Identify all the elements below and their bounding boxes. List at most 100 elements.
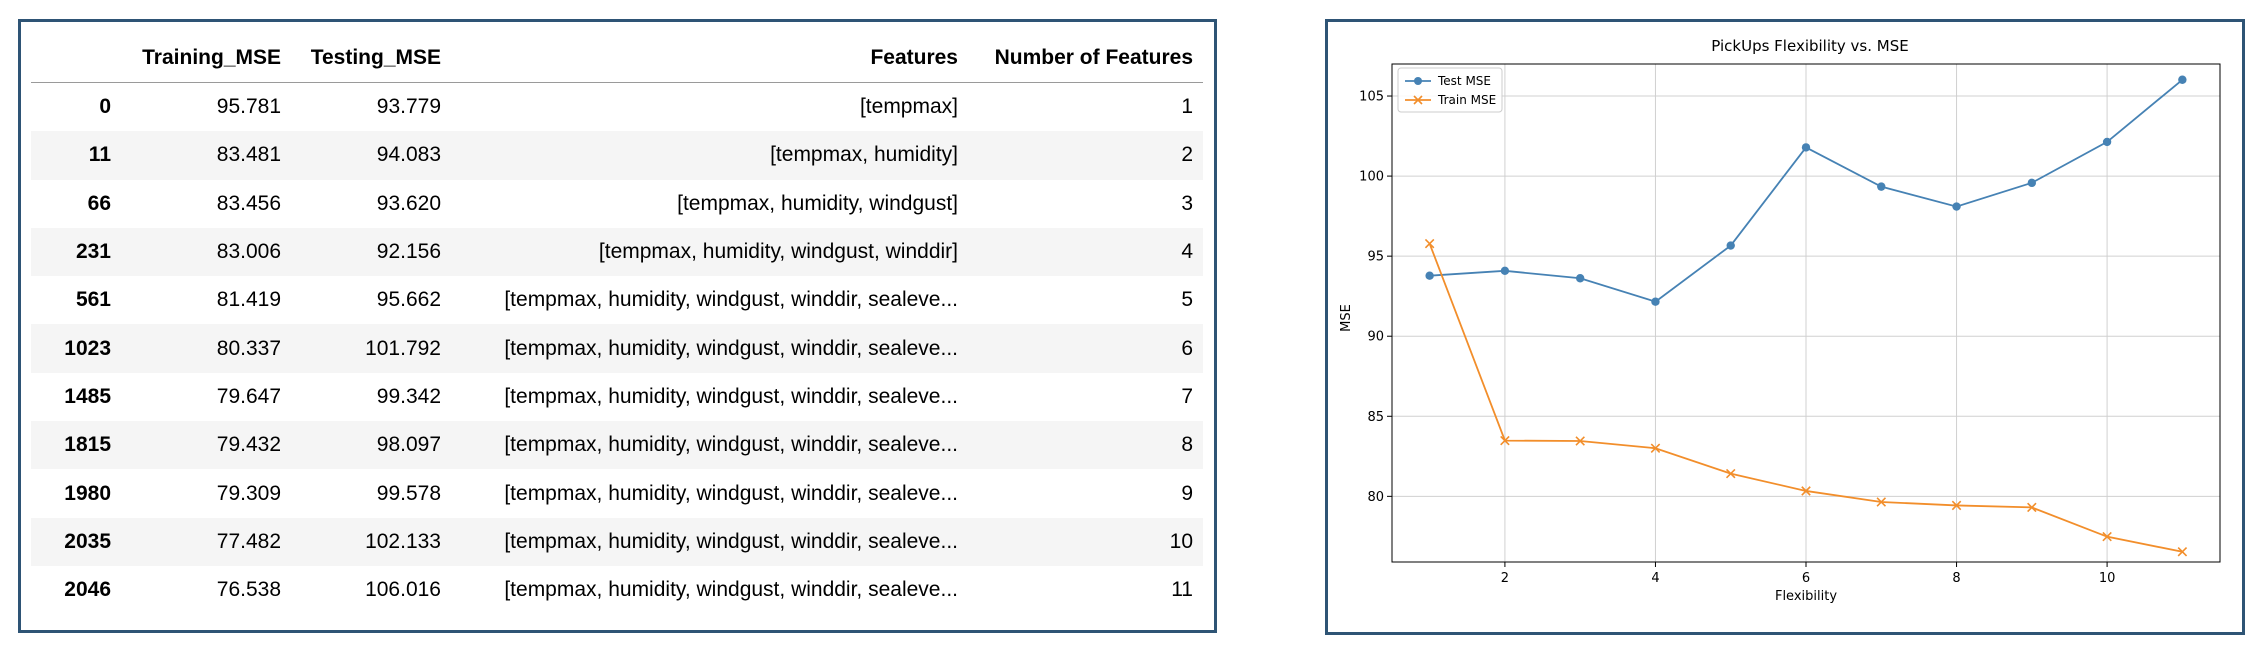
train-mse-point (1650, 443, 1661, 453)
row-index: 1815 (64, 433, 111, 457)
y-tick-label: 100 (1359, 170, 1384, 185)
training-mse-cell: 76.538 (216, 578, 281, 602)
test-mse-point (1952, 202, 1961, 211)
x-axis-label: Flexibility (1775, 589, 1837, 604)
number-of-features-cell: 2 (1181, 143, 1193, 167)
train-mse-point (1424, 238, 1435, 249)
axis-ticks: 2 4 6 8 10 80 85 90 95 100 105 (1359, 90, 2115, 586)
chart-title: PickUps Flexibility vs. MSE (1711, 37, 1908, 55)
x-tick-label: 4 (1651, 571, 1659, 586)
table-body: 0 95.781 93.779 [tempmax] 1 11 83.481 94.083 [te… (31, 83, 1203, 615)
x-tick-label: 2 (1501, 571, 1509, 586)
number-of-features-cell: 10 (1169, 529, 1193, 553)
test-mse-point (2178, 75, 2187, 84)
row-index: 1980 (64, 481, 111, 505)
test-mse-legend-label: Test MSE (1437, 74, 1491, 88)
features-cell: [tempmax, humidity, windgust, winddir, s… (504, 288, 958, 312)
results-table: Training_MSE Testing_MSE Features Number… (31, 34, 1203, 614)
y-tick-label: 105 (1359, 90, 1384, 105)
testing-mse-cell: 98.097 (376, 433, 441, 457)
training-mse-cell: 83.006 (216, 240, 281, 264)
features-cell: [tempmax, humidity, windgust, winddir, s… (504, 529, 958, 553)
number-of-features-cell: 5 (1181, 288, 1193, 312)
mse-line-chart: PickUps Flexibility vs. MSE 2 4 6 8 10 80 85 90… (1339, 37, 2221, 604)
testing-mse-cell: 93.779 (376, 95, 441, 119)
train-mse-point (1876, 497, 1887, 507)
features-cell: [tempmax, humidity, windgust] (677, 191, 958, 215)
number-of-features-cell: 3 (1181, 191, 1193, 215)
features-cell: [tempmax, humidity, windgust, winddir, s… (504, 481, 958, 505)
results-table-panel: Training_MSE Testing_MSE Features Number… (18, 19, 1217, 633)
testing-mse-cell: 95.662 (376, 288, 441, 312)
test-mse-point (2027, 178, 2037, 188)
index-column-header (31, 34, 121, 83)
train-mse-legend-label: Train MSE (1437, 93, 1496, 107)
train-mse-series (1424, 238, 2188, 557)
testing-mse-cell: 93.620 (376, 191, 441, 215)
training-mse-cell: 95.781 (216, 95, 281, 119)
train-mse-point (1951, 500, 1962, 511)
training-mse-cell: 79.309 (216, 481, 281, 505)
train-mse-point (1575, 436, 1585, 446)
train-mse-point (2177, 547, 2188, 557)
row-index: 561 (75, 288, 111, 312)
table-row: 2035 77.482 102.133 [tempmax, humidity, win… (31, 517, 1203, 566)
row-index: 231 (75, 240, 111, 264)
test-mse-point (1726, 241, 1735, 250)
features-cell: [tempmax, humidity, windgust, winddir, s… (504, 433, 958, 457)
row-index: 66 (87, 191, 111, 215)
y-tick-label: 85 (1367, 410, 1384, 425)
train-mse-legend-marker (1413, 95, 1423, 105)
train-mse-point (2027, 502, 2037, 513)
test-mse-point (1651, 297, 1660, 306)
y-tick-label: 80 (1367, 490, 1384, 505)
legend-box (1397, 67, 1503, 113)
row-index: 1023 (64, 336, 111, 360)
training-mse-cell: 83.456 (216, 191, 281, 215)
table-row: 66 83.456 93.620 [tempmax, humidity, windgu… (31, 180, 1203, 228)
train-mse-point (1500, 435, 1510, 446)
y-tick-label: 95 (1367, 250, 1384, 265)
test-mse-legend-marker (1414, 77, 1422, 85)
testing-mse-cell: 102.133 (365, 529, 441, 553)
number-of-features-cell: 4 (1181, 240, 1193, 264)
y-tick-label: 90 (1367, 330, 1384, 345)
training-mse-cell: 77.482 (216, 529, 281, 553)
test-mse-point (1575, 274, 1585, 283)
number-of-features-cell: 1 (1181, 95, 1193, 119)
row-index: 1485 (64, 384, 111, 408)
number-of-features-cell: 6 (1181, 336, 1193, 360)
testing-mse-cell: 94.083 (376, 143, 441, 167)
number-of-features-column-header: Number of Features (968, 34, 1203, 83)
grid-lines (1392, 64, 2220, 562)
table-row: 1980 79.309 99.578 [tempmax, humidity, wind… (31, 469, 1203, 517)
y-axis-label: MSE (1339, 304, 1354, 332)
testing-mse-cell: 99.342 (376, 384, 441, 408)
training-mse-cell: 79.432 (216, 433, 281, 457)
training-mse-cell: 80.337 (216, 336, 281, 360)
x-tick-label: 6 (1802, 571, 1810, 586)
number-of-features-cell: 11 (1171, 578, 1193, 602)
table-row: 231 83.006 92.156 [tempmax, humidity, windg… (31, 227, 1203, 277)
number-of-features-cell: 7 (1181, 384, 1193, 408)
number-of-features-cell: 8 (1181, 433, 1193, 457)
testing-mse-cell: 99.578 (376, 481, 441, 505)
training-mse-cell: 81.419 (216, 288, 281, 312)
number-of-features-cell: 9 (1181, 481, 1193, 505)
features-cell: [tempmax, humidity, windgust, winddir, s… (504, 384, 958, 408)
chart-panel: PickUps Flexibility vs. MSE 2 4 6 8 10 80 85 90… (1325, 19, 2245, 635)
table-row: 1485 79.647 99.342 [tempmax, humidity, wind… (31, 373, 1203, 421)
table-row: 1023 80.337 101.792 [tempmax, humidity, win… (31, 324, 1203, 373)
row-index: 11 (88, 143, 111, 167)
features-cell: [tempmax, humidity, windgust, winddir, s… (504, 578, 958, 602)
test-mse-point (1877, 182, 1886, 191)
table-header-row: Training_MSE Testing_MSE Features Number… (31, 34, 1203, 83)
test-mse-point (1425, 271, 1434, 280)
table-row: 0 95.781 93.779 [tempmax] 1 (31, 83, 1203, 132)
train-mse-point (1801, 486, 1811, 496)
testing-mse-column-header: Testing_MSE (291, 34, 451, 83)
test-mse-point (1500, 266, 1510, 276)
row-index: 0 (99, 95, 111, 119)
features-cell: [tempmax] (859, 95, 958, 119)
testing-mse-cell: 92.156 (376, 240, 441, 264)
